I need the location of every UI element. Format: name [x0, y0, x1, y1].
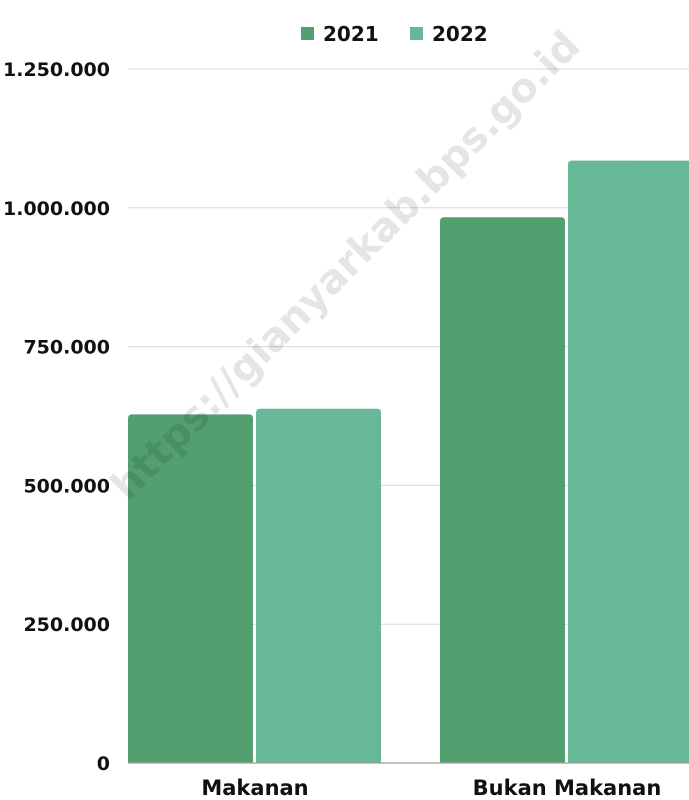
y-tick-label: 750.000	[23, 337, 110, 359]
y-tick-labels: 0 250.000 500.000 750.000 1.000.000 1.250.000	[3, 59, 110, 775]
x-category-labels: Makanan Bukan Makanan	[201, 776, 661, 800]
y-tick-label: 500.000	[23, 475, 110, 497]
y-tick-label: 250.000	[23, 614, 110, 636]
legend-label-2022: 2022	[432, 22, 488, 46]
y-tick-label: 0	[97, 753, 110, 775]
x-category-label: Makanan	[201, 776, 308, 800]
y-tick-label: 1.250.000	[3, 59, 110, 81]
legend-swatch-2022	[410, 27, 423, 40]
legend: 2021 2022	[301, 22, 488, 46]
legend-swatch-2021	[301, 27, 314, 40]
bar-2021-bukan-makanan	[440, 217, 565, 763]
x-category-label: Bukan Makanan	[473, 776, 662, 800]
legend-label-2021: 2021	[323, 22, 379, 46]
bar-2022-bukan-makanan	[568, 160, 689, 763]
bar-2022-makanan	[256, 408, 381, 763]
y-tick-label: 1.000.000	[3, 198, 110, 220]
bars	[128, 160, 689, 763]
bar-2021-makanan	[128, 414, 253, 763]
